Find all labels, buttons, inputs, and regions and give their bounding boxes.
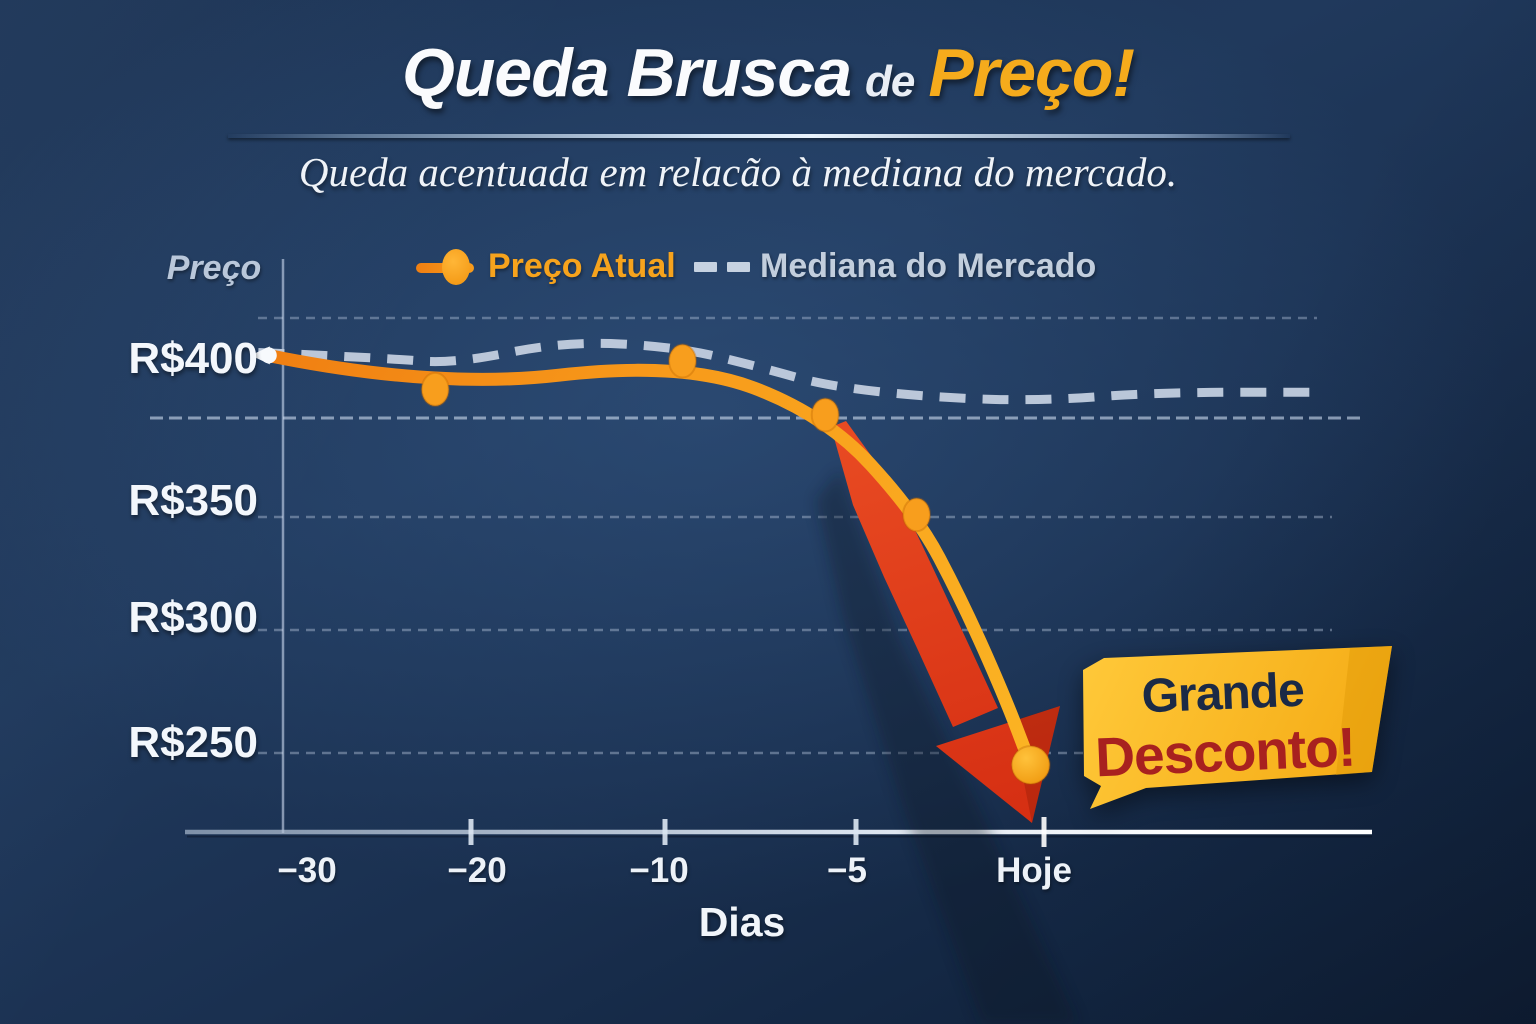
series-start-dot <box>260 347 277 364</box>
legend-dot-icon <box>442 249 470 285</box>
final-price-marker <box>1010 745 1051 785</box>
y-axis-title: Preço <box>166 249 262 287</box>
discount-badge <box>1083 646 1392 809</box>
y-tick-label-300: R$300 <box>128 593 258 642</box>
title-divider <box>228 134 1290 138</box>
discount-badge-text: Grande Desconto! <box>1072 664 1376 789</box>
x-tick-label-hoje: Hoje <box>996 851 1072 890</box>
y-tick-label-350: R$350 <box>128 476 258 525</box>
price-point-marker <box>420 371 450 407</box>
subtitle: Queda acentuada em relacão à mediana do … <box>298 149 1178 195</box>
legend-item-preco-atual: Preço Atual <box>488 247 676 285</box>
page-title: Queda Brusca de Preço! <box>0 34 1536 112</box>
title-part-1: Queda Brusca <box>401 35 852 111</box>
data-point-markers <box>250 343 1051 785</box>
x-tick-label-30: −30 <box>277 851 337 890</box>
x-axis-title: Dias <box>698 899 786 945</box>
x-tick-label-20: −20 <box>447 851 507 890</box>
y-tick-label-400: R$400 <box>128 334 258 383</box>
title-part-3: Preço! <box>928 35 1135 111</box>
price-point-marker <box>668 343 698 379</box>
median-line <box>258 338 1326 405</box>
legend-item-mediana: Mediana do Mercado <box>760 247 1097 285</box>
legend-dash-icon <box>694 262 717 272</box>
legend-dash-icon <box>727 262 750 272</box>
x-axis-ticks <box>468 817 1047 847</box>
x-tick-label-10: −10 <box>629 851 689 890</box>
x-tick-label-5: −5 <box>827 851 867 890</box>
title-part-2: de <box>865 57 915 106</box>
price-point-marker <box>810 397 840 433</box>
price-point-marker <box>902 497 932 533</box>
gridlines <box>150 316 1360 755</box>
badge-line-2: Desconto! <box>1093 715 1357 789</box>
y-tick-label-250: R$250 <box>128 718 258 767</box>
